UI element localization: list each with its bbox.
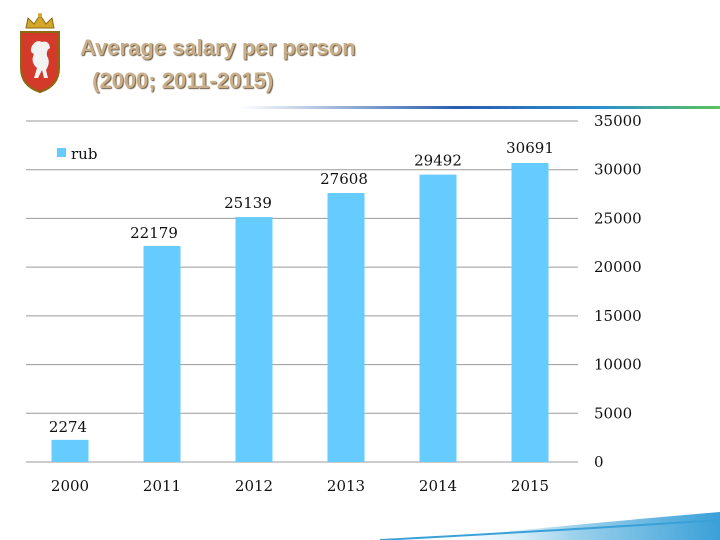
data-label: 2274 (49, 418, 87, 436)
bar (143, 245, 181, 462)
x-tick-label: 2013 (327, 477, 365, 495)
x-tick-label: 2011 (143, 477, 181, 495)
chart-title-line1: Average salary per person (80, 35, 356, 60)
data-label: 29492 (414, 152, 462, 170)
x-tick-label: 2015 (511, 477, 549, 495)
data-label: 30691 (506, 139, 554, 157)
x-tick-label: 2012 (235, 477, 273, 495)
y-tick-label: 10000 (594, 356, 642, 374)
y-tick-label: 35000 (594, 112, 642, 130)
x-tick-label: 2014 (419, 477, 457, 495)
header-divider (240, 106, 720, 109)
y-tick-label: 30000 (594, 161, 642, 179)
x-tick-label: 2000 (51, 477, 89, 495)
y-tick-label: 15000 (594, 307, 642, 325)
data-label: 22179 (130, 224, 178, 242)
bar (327, 193, 365, 462)
bar (511, 162, 549, 462)
y-tick-label: 20000 (594, 258, 642, 276)
legend-swatch (57, 148, 66, 157)
y-tick-label: 5000 (594, 404, 632, 422)
data-label: 25139 (224, 194, 272, 212)
coat-of-arms-icon (20, 13, 60, 94)
bar (235, 217, 273, 462)
y-tick-label: 25000 (594, 209, 642, 227)
y-tick-label: 0 (594, 453, 604, 471)
bar (51, 439, 89, 462)
bar (419, 174, 457, 463)
data-label: 27608 (320, 170, 368, 188)
legend-label: rub (71, 145, 97, 163)
chart-title-line2: (2000; 2011-2015) (86, 68, 274, 93)
footer-line (379, 519, 720, 540)
